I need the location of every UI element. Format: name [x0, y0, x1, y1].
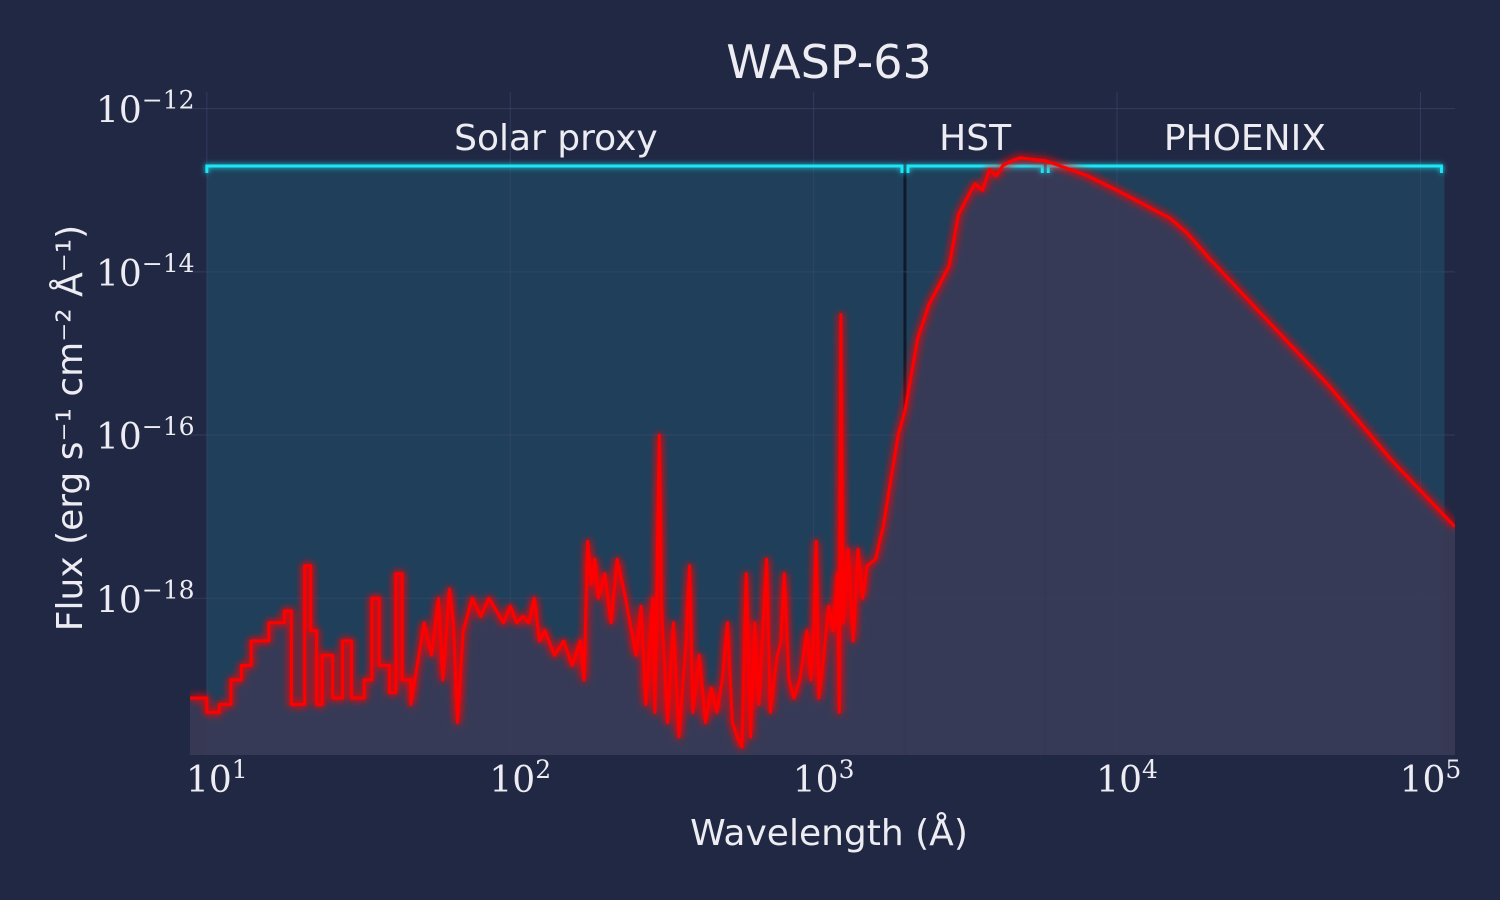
x-tick-label: 103	[793, 755, 855, 801]
region-bracket-line	[205, 164, 904, 173]
region-bracket-line	[906, 164, 1044, 173]
y-axis-ticks: 10−12 10−14 10−16 10−18	[96, 86, 195, 622]
region-bracket	[205, 164, 904, 173]
y-tick-label: 10−18	[96, 575, 195, 621]
region-bracket	[1046, 164, 1443, 173]
region-label: PHOENIX	[1164, 118, 1326, 159]
region-brackets: Solar proxy HST PHOENIX	[205, 118, 1443, 173]
chart-title: WASP-63	[726, 35, 932, 89]
y-tick-label: 10−12	[96, 86, 195, 132]
x-axis-label: Wavelength (Å)	[690, 811, 968, 854]
x-tick-label: 102	[489, 755, 551, 801]
x-tick-label: 101	[186, 755, 248, 801]
region-label: Solar proxy	[454, 118, 658, 159]
y-tick-label: 10−16	[96, 412, 195, 458]
flux-series-line	[190, 156, 1455, 749]
region-label: HST	[939, 118, 1012, 159]
flux-fill	[190, 157, 1455, 755]
series-group	[190, 156, 1455, 749]
x-tick-label: 104	[1096, 755, 1158, 801]
flux-area	[190, 157, 1455, 755]
x-tick-label: 105	[1400, 755, 1462, 801]
y-axis-label: Flux (erg s⁻¹ cm⁻² Å⁻¹)	[48, 225, 91, 631]
y-tick-label: 10−14	[96, 249, 195, 295]
region-bracket	[906, 164, 1044, 173]
region-bracket-line	[1046, 164, 1443, 173]
x-axis-ticks: 101 102 103 104 105	[186, 755, 1461, 801]
